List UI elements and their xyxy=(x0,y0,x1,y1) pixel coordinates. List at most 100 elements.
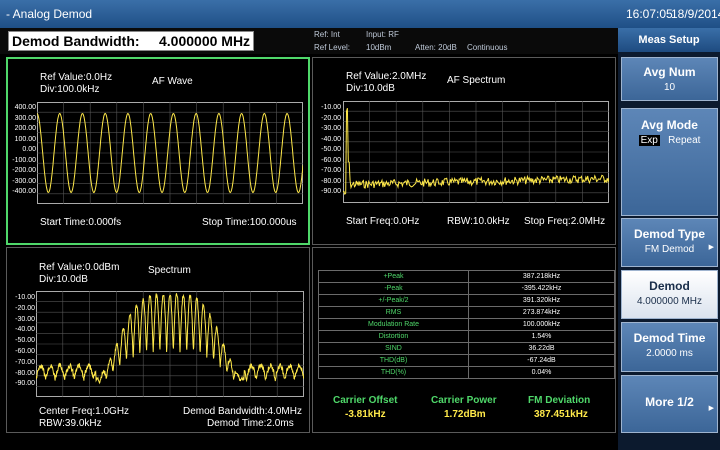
af-spectrum-stop-freq: Stop Freq:2.0MHz xyxy=(524,216,606,227)
af-wave-y-tick: 200.00 xyxy=(14,125,36,132)
sweep-mode: Continuous xyxy=(467,43,508,52)
af-wave-div: Div:100.0kHz xyxy=(40,84,100,95)
measurement-name: THD(dB) xyxy=(318,354,469,367)
more-key[interactable]: More 1/2 ▶ xyxy=(621,375,718,433)
measurement-value: 273.874kHz xyxy=(468,306,615,319)
avg-mode-repeat-option[interactable]: Repeat xyxy=(668,135,701,146)
af-wave-panel[interactable]: Ref Value:0.0Hz Div:100.0kHz AF Wave 400… xyxy=(6,57,310,245)
af-spectrum-trace xyxy=(343,107,609,195)
spectrum-div: Div:10.0dB xyxy=(39,274,88,285)
af-spectrum-y-tick: -50.00 xyxy=(321,146,341,153)
spectrum-y-tick: -30.00 xyxy=(15,315,35,323)
measurement-name: SIND xyxy=(318,342,469,355)
af-wave-y-tick: -300.00 xyxy=(12,177,36,185)
menu-header: Meas Setup xyxy=(618,28,720,52)
af-spectrum-y-tick: -60.00 xyxy=(321,156,341,164)
spectrum-panel[interactable]: Ref Value:0.0dBm Div:10.0dB Spectrum -10… xyxy=(6,247,310,433)
measurement-row: Distortion 1.54% xyxy=(318,330,615,343)
af-wave-y-tick: -200.00 xyxy=(12,167,36,174)
more-label: More 1/2 xyxy=(645,395,694,409)
measurement-name: THD(%) xyxy=(318,366,469,379)
measurement-value: 1.54% xyxy=(468,330,615,343)
measurement-value: -67.24dB xyxy=(468,354,615,367)
title-bar: - Analog Demod 16:07:05 18/9/2014 xyxy=(0,0,720,28)
input-source: Input: RF xyxy=(366,30,399,39)
af-spectrum-plot xyxy=(343,101,609,203)
measurement-row: +/-Peak/2 391.320kHz xyxy=(318,294,615,307)
measurement-row: SIND 36.22dB xyxy=(318,342,615,355)
spectrum-y-tick: -90.00 xyxy=(15,380,35,388)
demod-label: Demod xyxy=(649,279,690,293)
spectrum-center-freq: Center Freq:1.0GHz xyxy=(39,406,130,417)
spectrum-y-tick: -10.00 xyxy=(15,294,35,301)
af-wave-trace xyxy=(37,112,303,194)
af-spectrum-div: Div:10.0dB xyxy=(346,83,395,94)
af-spectrum-panel[interactable]: Ref Value:2.0MHz Div:10.0dB AF Spectrum … xyxy=(312,57,616,245)
measurement-value: 100.000kHz xyxy=(468,318,615,331)
af-wave-y-tick: -100.00 xyxy=(12,156,36,164)
avg-mode-key[interactable]: Avg Mode Exp Repeat xyxy=(621,108,718,216)
spectrum-y-tick: -80.00 xyxy=(15,369,35,377)
af-wave-y-tick: 400.00 xyxy=(14,104,36,111)
af-spectrum-y-tick: -40.00 xyxy=(321,135,341,143)
measurement-row: THD(dB) -67.24dB xyxy=(318,354,615,367)
af-spectrum-start-freq: Start Freq:0.0Hz xyxy=(346,216,420,227)
measurement-value: 387.218kHz xyxy=(468,270,615,283)
spectrum-y-tick: -20.00 xyxy=(15,304,35,312)
demod-time-value: 2.0000 ms xyxy=(646,348,693,359)
measurement-row: Modulation Rate 100.000kHz xyxy=(318,318,615,331)
spectrum-demod-bandwidth: Demod Bandwidth:4.0MHz xyxy=(183,406,302,417)
af-wave-title: AF Wave xyxy=(152,76,193,87)
avg-num-key[interactable]: Avg Num 10 xyxy=(621,57,718,101)
measurement-row: THD(%) 0.04% xyxy=(318,366,615,379)
fm-deviation-value: 387.451kHz xyxy=(534,409,588,420)
demod-key[interactable]: Demod 4.000000 MHz xyxy=(621,270,718,319)
af-wave-stop-time: Stop Time:100.000us xyxy=(202,217,297,228)
ref-level-value: 10dBm xyxy=(366,43,392,52)
demod-value: 4.000000 MHz xyxy=(636,296,703,307)
measurement-value: 0.04% xyxy=(468,366,615,379)
spectrum-demod-time: Demod Time:2.0ms xyxy=(207,418,294,429)
spectrum-plot xyxy=(36,291,304,397)
demod-bandwidth-value: 4.000000 MHz xyxy=(159,33,251,49)
demod-bandwidth-field[interactable]: Demod Bandwidth: 4.000000 MHz xyxy=(8,31,254,51)
avg-mode-exp-option[interactable]: Exp xyxy=(638,135,660,146)
af-wave-plot xyxy=(37,102,303,204)
af-spectrum-y-tick: -20.00 xyxy=(321,114,341,122)
af-wave-y-tick: 0.00 xyxy=(22,146,36,153)
demod-time-label: Demod Time xyxy=(633,331,706,345)
af-spectrum-title: AF Spectrum xyxy=(447,75,506,86)
af-spectrum-y-tick: -90.00 xyxy=(321,188,341,195)
avg-num-value: 10 xyxy=(663,82,676,93)
af-wave-start-time: Start Time:0.000fs xyxy=(40,217,122,228)
measurement-name: Distortion xyxy=(318,330,469,343)
spectrum-y-tick: -70.00 xyxy=(15,358,35,366)
measurement-row: -Peak -395.422kHz xyxy=(318,282,615,295)
demod-bandwidth-label: Demod Bandwidth: xyxy=(12,33,140,49)
avg-num-label: Avg Num xyxy=(643,65,696,79)
measurement-name: -Peak xyxy=(318,282,469,295)
measurement-row: +Peak 387.218kHz xyxy=(318,270,615,283)
measurement-name: +Peak xyxy=(318,270,469,283)
app-title: - Analog Demod xyxy=(6,7,93,21)
demod-type-key[interactable]: Demod Type FM Demod ▶ xyxy=(621,218,718,267)
info-bar: Demod Bandwidth: 4.000000 MHz Ref: Int I… xyxy=(0,28,618,54)
submenu-arrow-icon: ▶ xyxy=(708,405,714,412)
spectrum-y-tick: -60.00 xyxy=(15,348,35,355)
af-wave-y-tick: 300.00 xyxy=(14,114,36,122)
softkey-menu: Meas Setup Avg Num 10 Avg Mode Exp Repea… xyxy=(618,28,720,450)
demod-type-value: FM Demod xyxy=(644,244,695,255)
ref-source: Ref: Int xyxy=(314,30,340,39)
af-spectrum-y-tick: -70.00 xyxy=(321,167,341,174)
af-spectrum-y-tick: -80.00 xyxy=(321,177,341,185)
measurement-name: RMS xyxy=(318,306,469,319)
demod-time-key[interactable]: Demod Time 2.0000 ms xyxy=(621,322,718,372)
carrier-power-value: 1.72dBm xyxy=(444,409,486,420)
spectrum-title: Spectrum xyxy=(148,265,191,276)
spectrum-trace xyxy=(36,293,304,385)
clock-time: 16:07:05 xyxy=(626,7,673,21)
af-wave-ref-value: Ref Value:0.0Hz xyxy=(40,72,113,83)
attenuation: Atten: 20dB xyxy=(415,43,457,52)
carrier-offset-label: Carrier Offset xyxy=(333,395,398,406)
af-spectrum-rbw: RBW:10.0kHz xyxy=(447,216,510,227)
